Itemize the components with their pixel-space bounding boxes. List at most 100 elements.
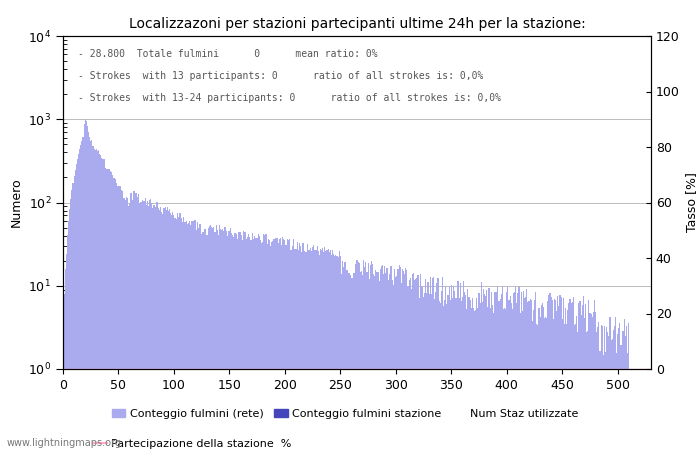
Bar [142, 200, 144, 450]
Bar [522, 311, 523, 450]
Bar [234, 233, 235, 450]
Bar [608, 336, 610, 450]
Bar [316, 246, 318, 450]
Bar [382, 266, 383, 450]
Bar [329, 252, 330, 450]
Bar [123, 198, 125, 450]
Bar [627, 353, 629, 450]
Bar [354, 273, 356, 450]
Bar [563, 297, 564, 450]
Bar [567, 310, 568, 450]
Bar [185, 221, 186, 450]
Bar [455, 298, 456, 450]
Bar [635, 369, 636, 450]
Bar [462, 297, 463, 450]
Bar [274, 239, 276, 450]
Bar [643, 369, 644, 450]
Bar [422, 287, 423, 450]
Bar [256, 238, 257, 450]
Bar [637, 369, 638, 450]
Bar [193, 221, 195, 450]
Bar [454, 291, 455, 450]
Bar [580, 315, 582, 450]
Bar [545, 317, 546, 450]
Bar [169, 208, 170, 450]
Bar [648, 369, 650, 450]
Bar [626, 326, 627, 450]
Bar [122, 191, 123, 450]
Bar [554, 299, 555, 450]
Bar [482, 302, 483, 450]
Bar [131, 193, 132, 450]
Bar [547, 301, 548, 450]
Bar [599, 351, 601, 450]
Bar [364, 267, 365, 450]
Bar [544, 318, 545, 450]
Bar [474, 311, 475, 450]
Bar [365, 262, 366, 450]
Bar [416, 278, 417, 450]
Bar [189, 220, 190, 450]
Bar [209, 226, 210, 450]
Text: - Strokes  with 13-24 participants: 0      ratio of all strokes is: 0,0%: - Strokes with 13-24 participants: 0 rat… [78, 93, 500, 103]
Bar [593, 312, 594, 450]
Bar [313, 245, 314, 450]
Bar [551, 297, 552, 450]
Bar [113, 178, 115, 450]
Bar [186, 220, 187, 450]
Bar [620, 345, 622, 450]
Bar [426, 293, 428, 450]
Bar [300, 246, 301, 450]
Bar [324, 247, 326, 450]
Bar [588, 300, 589, 450]
Bar [242, 240, 244, 450]
Bar [78, 154, 79, 450]
Bar [456, 298, 457, 450]
Bar [598, 322, 599, 450]
Bar [451, 285, 452, 450]
Bar [413, 273, 414, 450]
Bar [289, 239, 290, 450]
Bar [508, 300, 510, 450]
Bar [528, 301, 529, 450]
Bar [332, 250, 333, 450]
Bar [384, 266, 385, 450]
Bar [98, 150, 99, 450]
Bar [126, 197, 127, 450]
Bar [573, 297, 574, 450]
Bar [140, 202, 141, 450]
Bar [514, 292, 515, 450]
Bar [550, 293, 551, 450]
Bar [360, 272, 361, 450]
Bar [127, 198, 128, 450]
Bar [130, 193, 131, 450]
Bar [618, 328, 620, 450]
Bar [160, 207, 161, 450]
Bar [309, 250, 310, 450]
Bar [183, 217, 185, 450]
Bar [401, 284, 402, 450]
Bar [159, 210, 160, 450]
Bar [390, 266, 391, 450]
Bar [371, 261, 372, 450]
Bar [220, 229, 221, 450]
Bar [535, 292, 536, 450]
Bar [68, 221, 69, 450]
Bar [222, 229, 223, 450]
Bar [564, 324, 565, 450]
Bar [182, 222, 183, 450]
Bar [87, 126, 88, 450]
Bar [411, 289, 412, 450]
Bar [513, 293, 514, 450]
Bar [77, 159, 78, 450]
Bar [132, 200, 134, 450]
Bar [281, 245, 282, 450]
Bar [108, 169, 109, 450]
Bar [615, 317, 616, 450]
Bar [574, 325, 575, 450]
Bar [623, 331, 624, 450]
Bar [421, 286, 422, 450]
Bar [604, 326, 605, 450]
Bar [603, 355, 604, 450]
Bar [253, 239, 254, 450]
